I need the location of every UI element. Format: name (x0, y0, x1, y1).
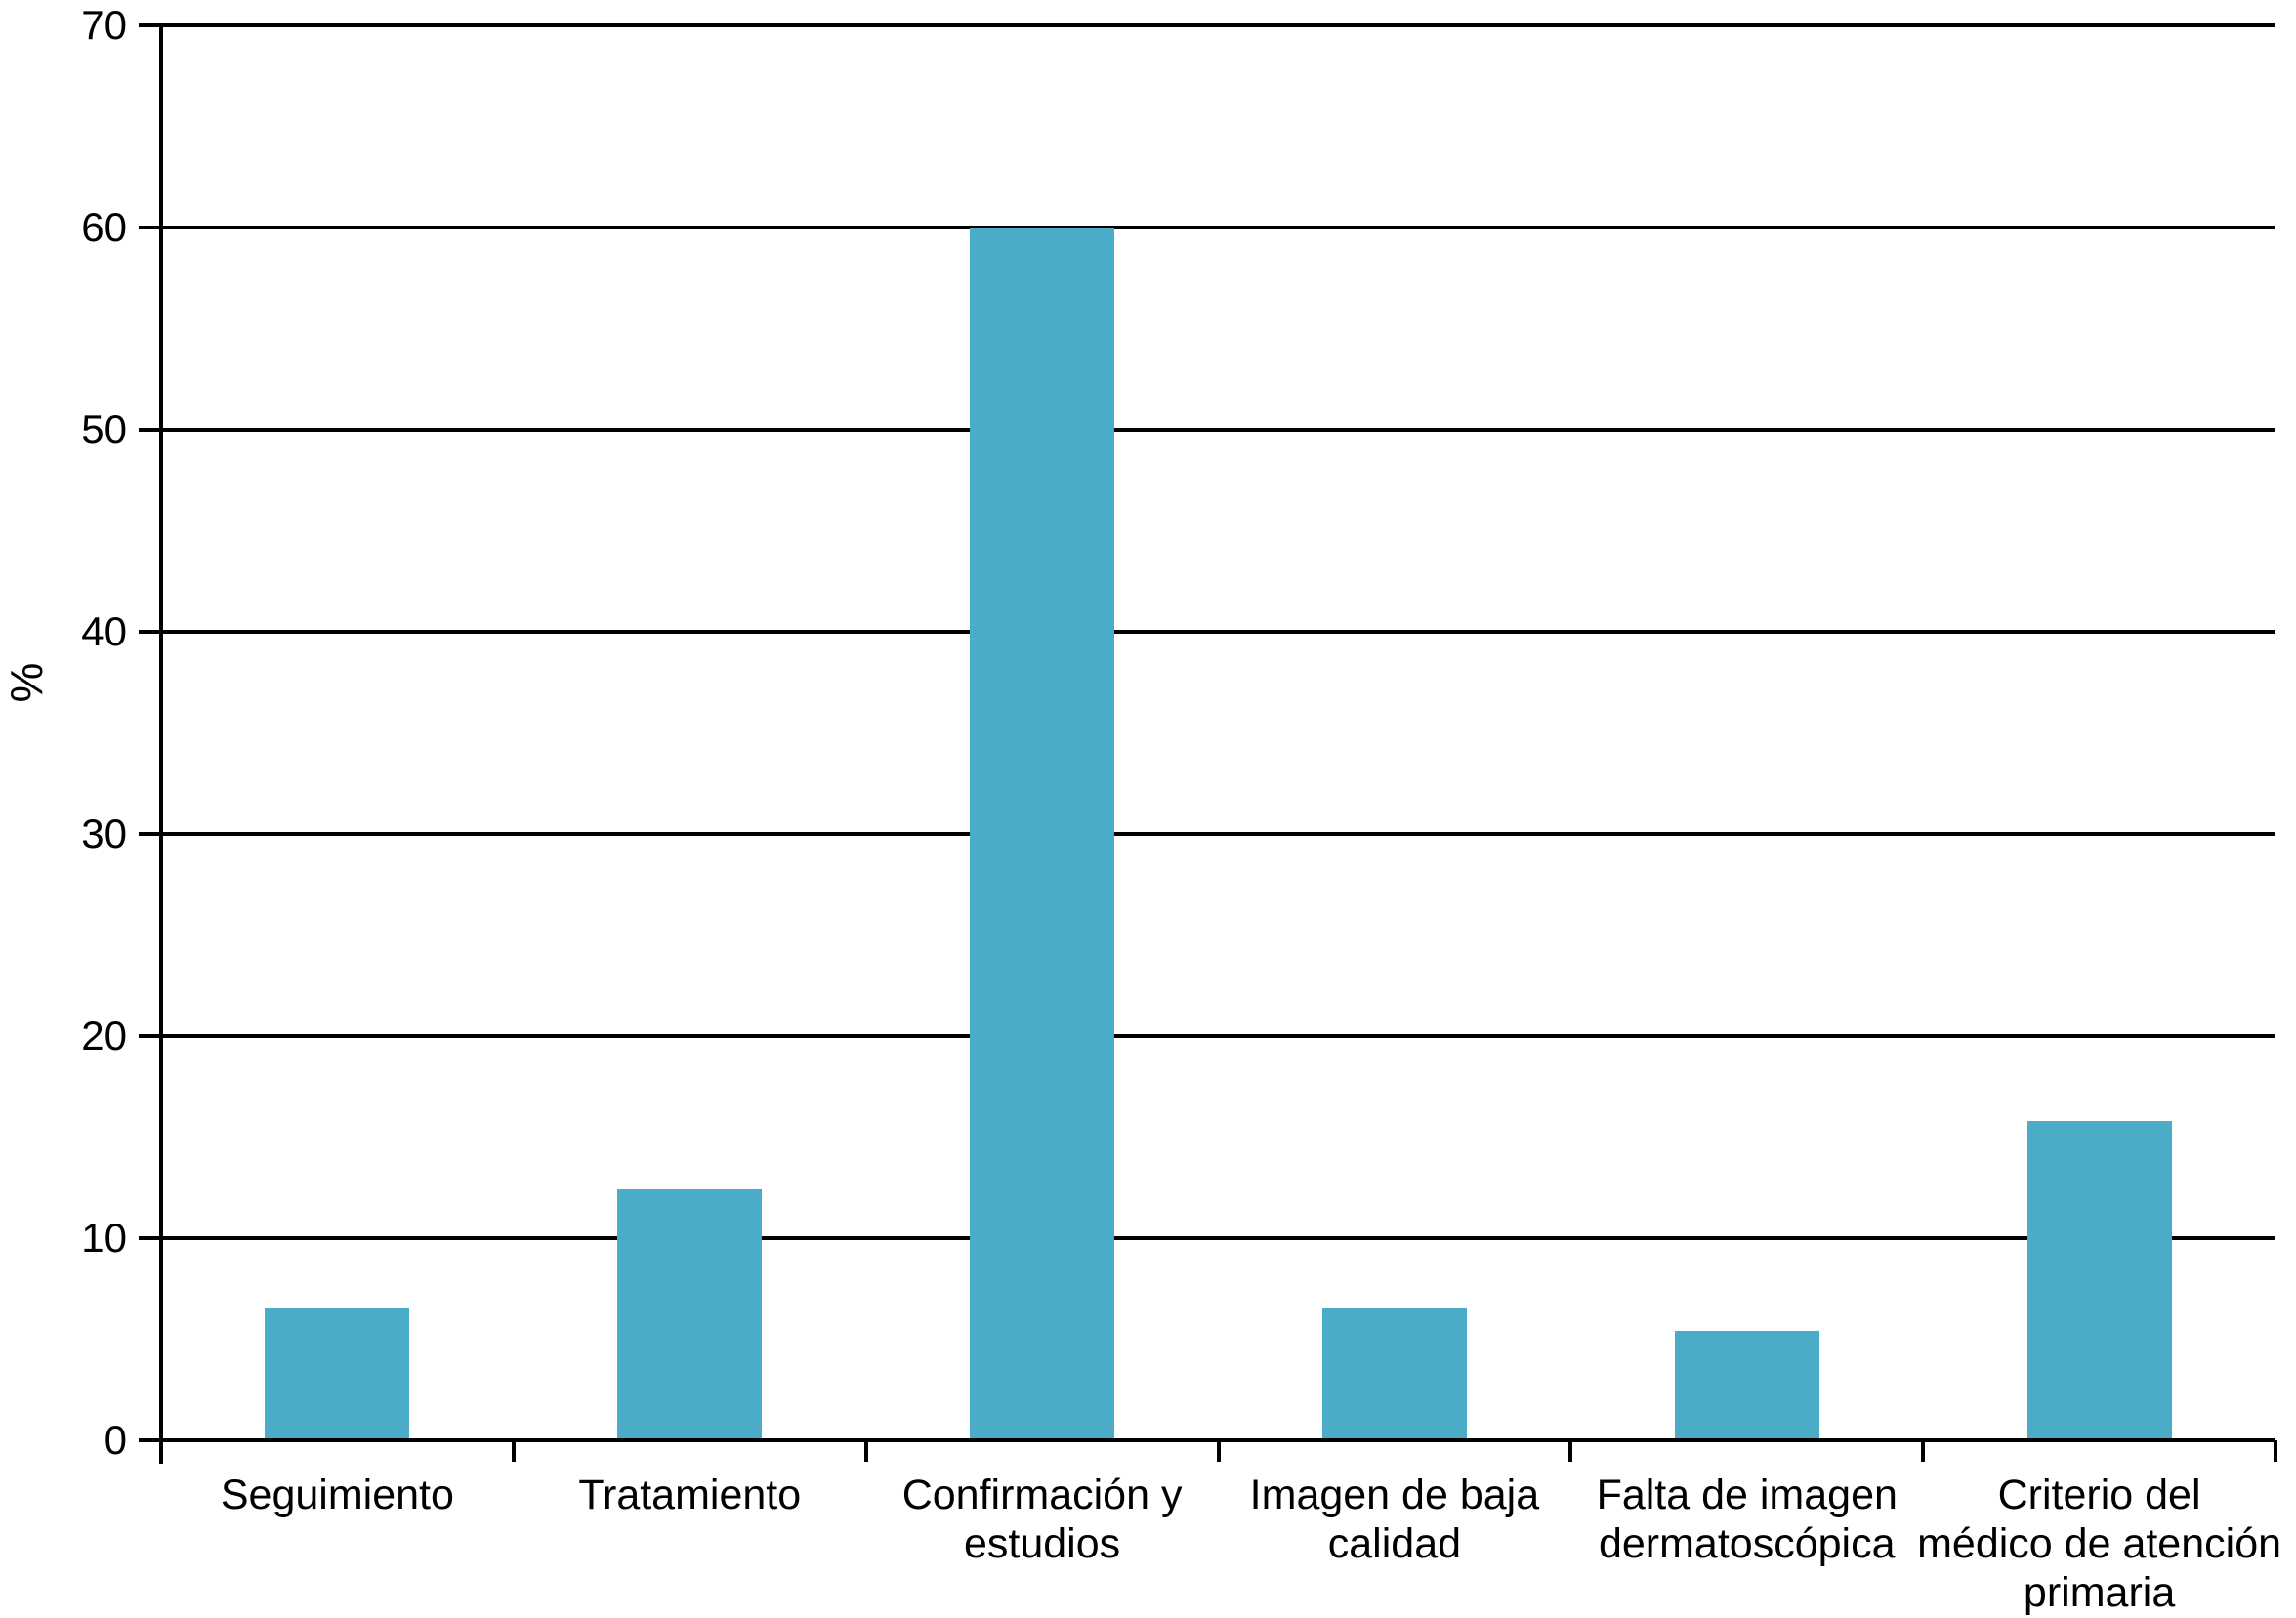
x-tick (2274, 1440, 2277, 1462)
x-tick-label: Criterio del médico de atención primaria (1917, 1472, 2282, 1616)
bar (970, 228, 1115, 1440)
bar (617, 1189, 763, 1440)
y-tick-label: 40 (81, 608, 127, 654)
x-tick (511, 1440, 516, 1462)
bar (265, 1308, 410, 1440)
x-tick (1216, 1440, 1221, 1462)
gridline (139, 23, 2275, 27)
y-tick-label: 30 (81, 810, 127, 856)
y-axis-line (159, 23, 163, 1464)
gridline (139, 1034, 2275, 1038)
x-tick (863, 1440, 868, 1462)
y-axis-title: % (1, 662, 52, 703)
x-tick-label: Seguimiento (220, 1472, 454, 1518)
gridline (139, 630, 2275, 634)
x-tick-label: Imagen de baja calidad (1249, 1472, 1540, 1567)
x-tick (159, 1440, 163, 1462)
x-tick-label: Tratamiento (578, 1472, 802, 1518)
x-tick-label: Falta de imagen dermatoscópica (1596, 1472, 1898, 1567)
y-tick-label: 70 (81, 2, 127, 48)
bar (2026, 1120, 2172, 1440)
gridline (139, 428, 2275, 432)
x-tick (1568, 1440, 1573, 1462)
y-tick-label: 10 (81, 1215, 127, 1261)
bar (1321, 1308, 1467, 1440)
y-tick-label: 50 (81, 406, 127, 452)
y-tick-label: 0 (104, 1417, 127, 1463)
gridline (139, 226, 2275, 229)
gridline (139, 832, 2275, 836)
x-axis-line (139, 1438, 2275, 1442)
y-tick-label: 20 (81, 1013, 127, 1058)
bar (1674, 1331, 1819, 1440)
gridline (139, 1236, 2275, 1240)
y-tick-label: 60 (81, 204, 127, 250)
x-tick-label: Confirmación y estudios (901, 1472, 1183, 1567)
x-tick (1921, 1440, 1926, 1462)
